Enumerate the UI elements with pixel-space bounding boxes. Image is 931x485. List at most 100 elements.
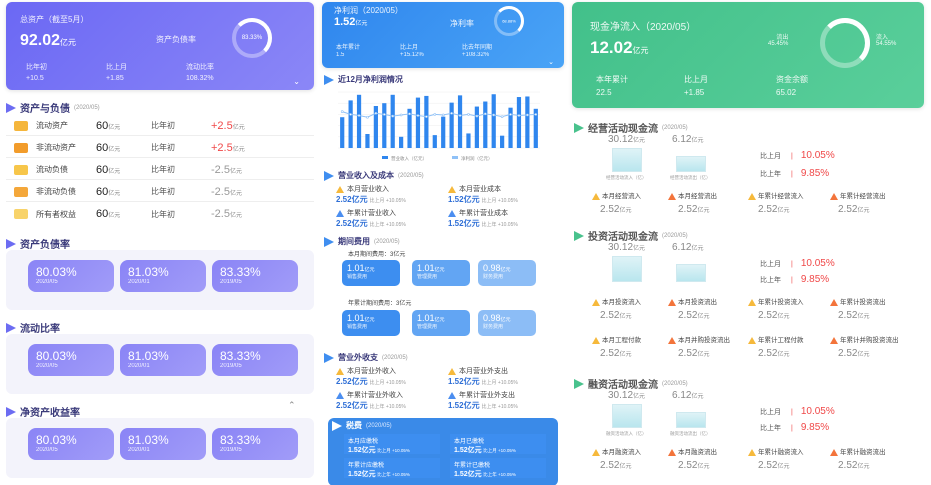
revenue-bar [449,102,454,148]
warning-icon [830,336,838,344]
financing-cf-title: 融资活动现金流 (2020/05) [574,376,688,391]
non-op-expense-ytd-item: 年累计营业外支出 1.52亿元 比上年 +10.05% [448,391,518,410]
warning-icon [592,336,600,344]
profit-trend-svg: 营业收入（亿元） 净利润（亿元） [338,91,540,162]
ratio-pill: 81.03% 2020/01 [120,428,206,460]
warning-icon [748,192,756,200]
flag-icon [574,122,584,133]
ratio-pill: 83.33% 2019/05 [212,260,298,292]
debt-ratio-ring: 83.33% [232,18,272,58]
list-item: 非流动资产 60亿元 比年初 +2.5亿元 [6,138,314,158]
legend-swatch [382,156,388,159]
revenue-bar [516,97,522,148]
month-expense-label: 本月期间费用：3亿元 [348,252,406,258]
net-profit-point [366,115,369,119]
tax-cell: 年累计应缴税 1.52亿元 比上年 +10.05% [344,458,440,478]
revenue-bar [508,107,513,148]
net-profit-card: 净利润（2020/05） 1.52亿元 净利率 68.88% 本年累计 1.5 … [322,2,564,68]
ratio-pill: 80.03% 2020/05 [28,344,114,376]
net-profit-point [357,114,361,117]
warning-icon [748,298,756,306]
net-profit-point [340,110,344,113]
net-profit-value: 1.52亿元 [334,16,368,28]
revenue-bar [441,116,446,148]
legend-label: 净利润（亿元） [461,155,493,162]
roe-section-title: 净资产收益率 [6,404,80,419]
operating-inflow-bar [612,148,642,172]
revenue-bar [399,136,404,148]
triangle-icon [336,367,344,375]
revenue-bar [500,135,505,148]
net-profit-point [467,113,470,116]
revenue-bar [457,95,463,148]
flag-icon [324,74,334,85]
triangle-icon [448,391,456,399]
current-ratio-section-title: 流动比率 [6,320,60,335]
net-profit-point [492,113,496,117]
revenue-bar [533,108,538,148]
net-profit-point [399,113,403,117]
ratio-pill: 80.03% 2020/05 [28,428,114,460]
owners-equity-icon [14,209,28,219]
triangle-icon [448,209,456,217]
expense-box: 1.01亿元 销售费用 [342,310,400,336]
revenue-bar [491,94,496,148]
chevron-down-icon[interactable]: ⌄ [293,77,300,86]
investing-cf-title: 投资活动现金流 (2020/05) [574,228,688,243]
warning-icon [748,448,756,456]
ratio-pill: 80.03% 2020/05 [28,260,114,292]
net-profit-point [391,114,395,118]
flag-icon [324,236,334,247]
investing-outflow-bar [676,264,706,282]
financing-inflow-bar [612,404,642,428]
ratio-pill: 83.33% 2019/05 [212,344,298,376]
flag-icon [6,102,16,113]
cash-flow-card: 现金净流入（2020/05） 12.02亿元 流出 45.45% 流入 54.5… [572,2,924,108]
profit-trend-title: 近12月净利润情况 [324,74,403,85]
revenue-bar [483,101,488,148]
net-profit-point [534,113,538,116]
operating-cf-title: 经营活动现金流 (2020/05) [574,120,688,135]
net-profit-point [408,112,411,116]
ratio-pill: 81.03% 2020/01 [120,344,206,376]
taxes-card: 税费 (2020/05) 本月应缴税 1.52亿元 比上月 +10.05% 本月已… [328,418,558,485]
net-profit-point [374,111,378,115]
cash-flow-value: 12.02亿元 [590,38,649,57]
warning-icon [748,336,756,344]
triangle-icon [448,367,456,375]
revenue-bar [415,97,421,148]
profit-trend-chart: 营业收入（亿元） 净利润（亿元） [322,86,564,166]
collapse-icon[interactable]: ⌃ [288,400,296,410]
expense-box: 1.01亿元 管理费用 [412,310,470,336]
revenue-cost-title: 营业收入及成本 (2020/05) [324,170,424,181]
revenue-bar [356,94,362,148]
flag-icon [6,238,16,249]
net-profit-point [517,114,521,117]
tax-cell: 本月应缴税 1.52亿元 比上月 +10.05% [344,434,440,454]
non-op-income-item: 本月营业外收入 2.52亿元 比上月 +10.05% [336,367,406,386]
flag-icon [574,230,584,241]
net-profit-point [382,113,386,116]
warning-icon [592,448,600,456]
expense-box: 1.01亿元 销售费用 [342,260,400,286]
warning-icon [830,298,838,306]
year-expense-label: 年累计期间费用：3亿元 [348,301,412,307]
triangle-icon [336,391,344,399]
revenue-ytd-item: 年累计营业收入 2.52亿元 比上年 +10.05% [336,209,406,228]
warning-icon [668,192,676,200]
net-profit-point [526,113,529,117]
warning-icon [830,448,838,456]
chevron-down-icon[interactable]: ⌄ [548,59,554,66]
debt-ratio-section-title: 资产负债率 [6,236,70,251]
cash-flow-ring [820,18,870,68]
net-profit-point [458,114,462,117]
net-rate-ring: 68.88% [494,6,524,36]
net-profit-point [349,113,352,116]
non-current-assets-icon [14,142,28,153]
revenue-bar [424,95,429,148]
warning-icon [668,298,676,306]
revenue-bar [382,103,387,148]
assets-liabilities-card: 流动资产 60亿元 比年初 +2.5亿元 非流动资产 60亿元 比年初 +2.5… [6,114,314,228]
flag-icon [324,170,334,181]
current-ratio-section: 80.03% 2020/05 81.03% 2020/01 83.33% 2019/0… [6,334,314,394]
